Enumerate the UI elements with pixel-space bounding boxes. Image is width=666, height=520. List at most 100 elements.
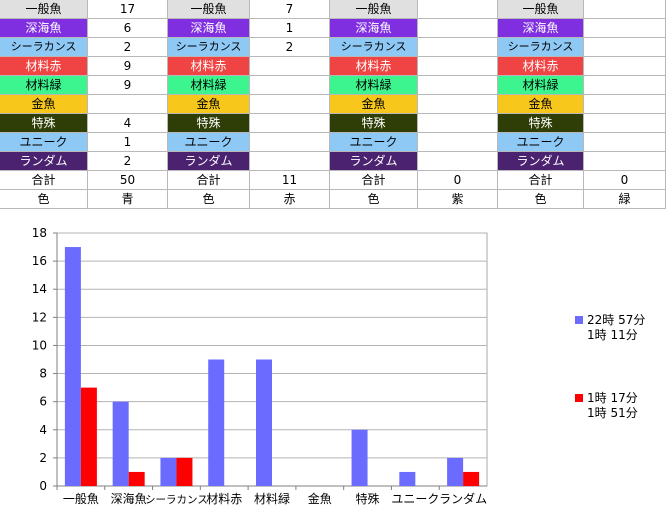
y-tick-label: 4 xyxy=(39,423,47,437)
category-label-cell: ユニーク xyxy=(330,133,418,152)
category-label-cell: 材料赤 xyxy=(498,57,584,76)
count-cell: 2 xyxy=(88,152,168,171)
total-label-cell: 合計 xyxy=(0,171,88,190)
count-cell xyxy=(584,152,666,171)
category-label-cell: ユニーク xyxy=(498,133,584,152)
count-cell xyxy=(418,133,498,152)
category-label-cell: ランダム xyxy=(498,152,584,171)
color-value-cell: 青 xyxy=(88,190,168,209)
category-label-cell: シーラカンス xyxy=(0,38,88,57)
legend-swatch xyxy=(575,394,583,402)
count-cell xyxy=(584,0,666,19)
count-cell xyxy=(250,133,330,152)
bar xyxy=(64,247,81,486)
count-cell: 1 xyxy=(88,133,168,152)
color-value-cell: 赤 xyxy=(250,190,330,209)
table-row: 材料赤 9 材料赤 材料赤 材料赤 xyxy=(0,57,666,76)
category-label-cell: 金魚 xyxy=(498,95,584,114)
x-tick-label: シーラカンス xyxy=(145,494,208,506)
x-tick-label: 深海魚 xyxy=(111,491,147,506)
legend-label: 1時 17分 xyxy=(587,391,638,405)
bar xyxy=(447,457,464,486)
color-value-cell: 紫 xyxy=(418,190,498,209)
category-label-cell: 金魚 xyxy=(330,95,418,114)
x-tick-label: 材料緑 xyxy=(254,491,290,506)
table-row: 材料緑 9 材料緑 材料緑 材料緑 xyxy=(0,76,666,95)
category-label-cell: 特殊 xyxy=(498,114,584,133)
category-label-cell: 材料赤 xyxy=(0,57,88,76)
count-cell xyxy=(418,152,498,171)
table-row: ランダム 2 ランダム ランダム ランダム xyxy=(0,152,666,171)
table-row: 金魚 金魚 金魚 金魚 xyxy=(0,95,666,114)
count-cell xyxy=(250,95,330,114)
total-label-cell: 合計 xyxy=(330,171,418,190)
y-tick-label: 12 xyxy=(32,310,47,324)
bar xyxy=(208,359,225,486)
count-cell xyxy=(584,133,666,152)
count-cell xyxy=(418,95,498,114)
count-cell: 6 xyxy=(88,19,168,38)
category-label-cell: 深海魚 xyxy=(0,19,88,38)
color-label-cell: 色 xyxy=(0,190,88,209)
category-label-cell: 金魚 xyxy=(0,95,88,114)
total-value-cell: 50 xyxy=(88,171,168,190)
category-label-cell: ランダム xyxy=(0,152,88,171)
category-label-cell: 一般魚 xyxy=(330,0,418,19)
x-tick-label: 一般魚 xyxy=(63,491,99,506)
count-cell: 9 xyxy=(88,57,168,76)
category-label-cell: 特殊 xyxy=(168,114,250,133)
bar xyxy=(80,387,97,486)
category-label-cell: ユニーク xyxy=(0,133,88,152)
count-cell xyxy=(418,57,498,76)
table-row: ユニーク 1 ユニーク ユニーク ユニーク xyxy=(0,133,666,152)
category-label-cell: ランダム xyxy=(168,152,250,171)
y-tick-label: 18 xyxy=(32,226,47,240)
category-label-cell: 材料緑 xyxy=(498,76,584,95)
count-cell xyxy=(250,152,330,171)
count-cell xyxy=(418,114,498,133)
count-cell xyxy=(584,95,666,114)
count-cell: 4 xyxy=(88,114,168,133)
count-cell: 2 xyxy=(88,38,168,57)
color-row: 色青色赤色紫色緑 xyxy=(0,190,666,209)
category-label-cell: 材料赤 xyxy=(168,57,250,76)
category-label-cell: 材料緑 xyxy=(330,76,418,95)
y-tick-label: 8 xyxy=(39,367,47,381)
x-tick-label: 金魚 xyxy=(308,491,332,506)
count-cell xyxy=(584,114,666,133)
count-cell xyxy=(584,57,666,76)
category-label-cell: シーラカンス xyxy=(498,38,584,57)
bar xyxy=(256,359,272,486)
category-label-cell: 特殊 xyxy=(330,114,418,133)
table-row: 特殊 4 特殊 特殊 特殊 xyxy=(0,114,666,133)
count-cell: 2 xyxy=(250,38,330,57)
legend-label: 1時 51分 xyxy=(587,406,638,420)
count-cell: 7 xyxy=(250,0,330,19)
total-value-cell: 0 xyxy=(418,171,498,190)
count-cell xyxy=(584,76,666,95)
color-label-cell: 色 xyxy=(330,190,418,209)
count-cell xyxy=(250,76,330,95)
category-label-cell: ランダム xyxy=(330,152,418,171)
y-tick-label: 10 xyxy=(32,338,47,352)
count-cell xyxy=(250,57,330,76)
count-cell: 1 xyxy=(250,19,330,38)
count-cell xyxy=(584,19,666,38)
category-label-cell: 一般魚 xyxy=(0,0,88,19)
table-row: 一般魚 17 一般魚 7 一般魚 一般魚 xyxy=(0,0,666,19)
total-value-cell: 0 xyxy=(584,171,666,190)
count-cell xyxy=(418,0,498,19)
category-label-cell: 深海魚 xyxy=(330,19,418,38)
legend-label: 22時 57分 xyxy=(587,313,645,327)
table-row: 深海魚 6 深海魚 1 深海魚 深海魚 xyxy=(0,19,666,38)
legend-swatch xyxy=(575,316,583,324)
bar xyxy=(176,457,193,486)
category-label-cell: シーラカンス xyxy=(168,38,250,57)
category-label-cell: 一般魚 xyxy=(498,0,584,19)
bar xyxy=(351,429,368,486)
count-cell xyxy=(250,114,330,133)
count-cell: 9 xyxy=(88,76,168,95)
bar xyxy=(463,471,480,486)
bar xyxy=(399,471,416,486)
